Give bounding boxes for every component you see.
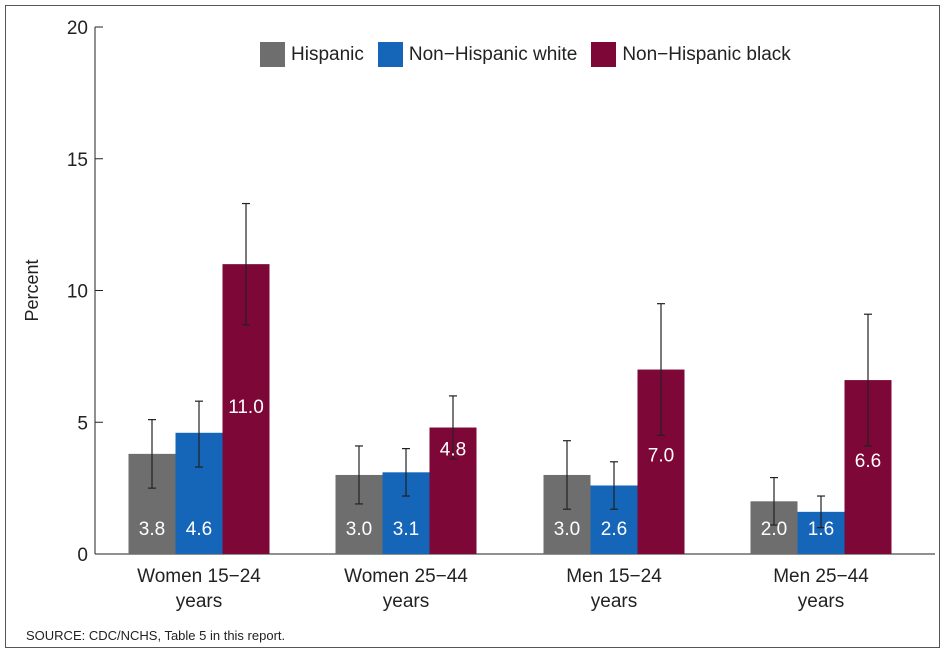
y-tick-label: 15 — [67, 150, 88, 171]
legend: Hispanic Non−Hispanic white Non−Hispanic… — [260, 42, 805, 67]
legend-item-non-hispanic-white: Non−Hispanic white — [377, 42, 578, 67]
legend-label-hispanic: Hispanic — [291, 43, 364, 65]
legend-swatch-non-hispanic-white — [377, 42, 403, 67]
legend-label-non-hispanic-white: Non−Hispanic white — [408, 43, 578, 65]
y-tick-label: 20 — [67, 18, 88, 39]
x-tick-label: Women 15−24 — [137, 566, 261, 587]
y-tick-label: 10 — [67, 282, 88, 303]
legend-item-hispanic: Hispanic — [260, 42, 364, 67]
y-axis-label: Percent — [22, 259, 42, 321]
x-tick-label: Men 25−44 — [773, 566, 869, 587]
x-tick-label: years — [591, 591, 637, 612]
bar-value-label: 2.0 — [761, 519, 787, 540]
legend-swatch-hispanic — [260, 42, 285, 67]
bar-value-label: 4.8 — [440, 440, 466, 461]
bar-value-label: 6.6 — [855, 451, 881, 472]
x-tick-label: years — [176, 591, 222, 612]
legend-swatch-non-hispanic-black — [591, 42, 617, 67]
bar-value-label: 3.0 — [554, 519, 580, 540]
bar-value-label: 3.0 — [346, 519, 372, 540]
x-tick-label: Men 15−24 — [566, 566, 662, 587]
x-tick-label: Women 25−44 — [344, 566, 468, 587]
y-tick-label: 5 — [77, 413, 88, 434]
y-tick-label: 0 — [77, 545, 88, 566]
bar-value-label: 11.0 — [228, 397, 264, 418]
chart-frame — [5, 5, 940, 648]
bar-value-label: 3.1 — [393, 519, 419, 540]
bar-value-label: 1.6 — [808, 519, 834, 540]
source-note: SOURCE: CDC/NCHS, Table 5 in this report… — [26, 628, 286, 643]
legend-label-non-hispanic-black: Non−Hispanic black — [622, 43, 791, 65]
bar-value-label: 3.8 — [139, 519, 165, 540]
legend-item-non-hispanic-black: Non−Hispanic black — [591, 42, 791, 67]
x-tick-label: years — [383, 591, 429, 612]
bar-value-label: 7.0 — [648, 445, 674, 466]
bar-value-label: 2.6 — [601, 519, 627, 540]
x-tick-label: years — [798, 591, 844, 612]
bar-value-label: 4.6 — [186, 519, 212, 540]
